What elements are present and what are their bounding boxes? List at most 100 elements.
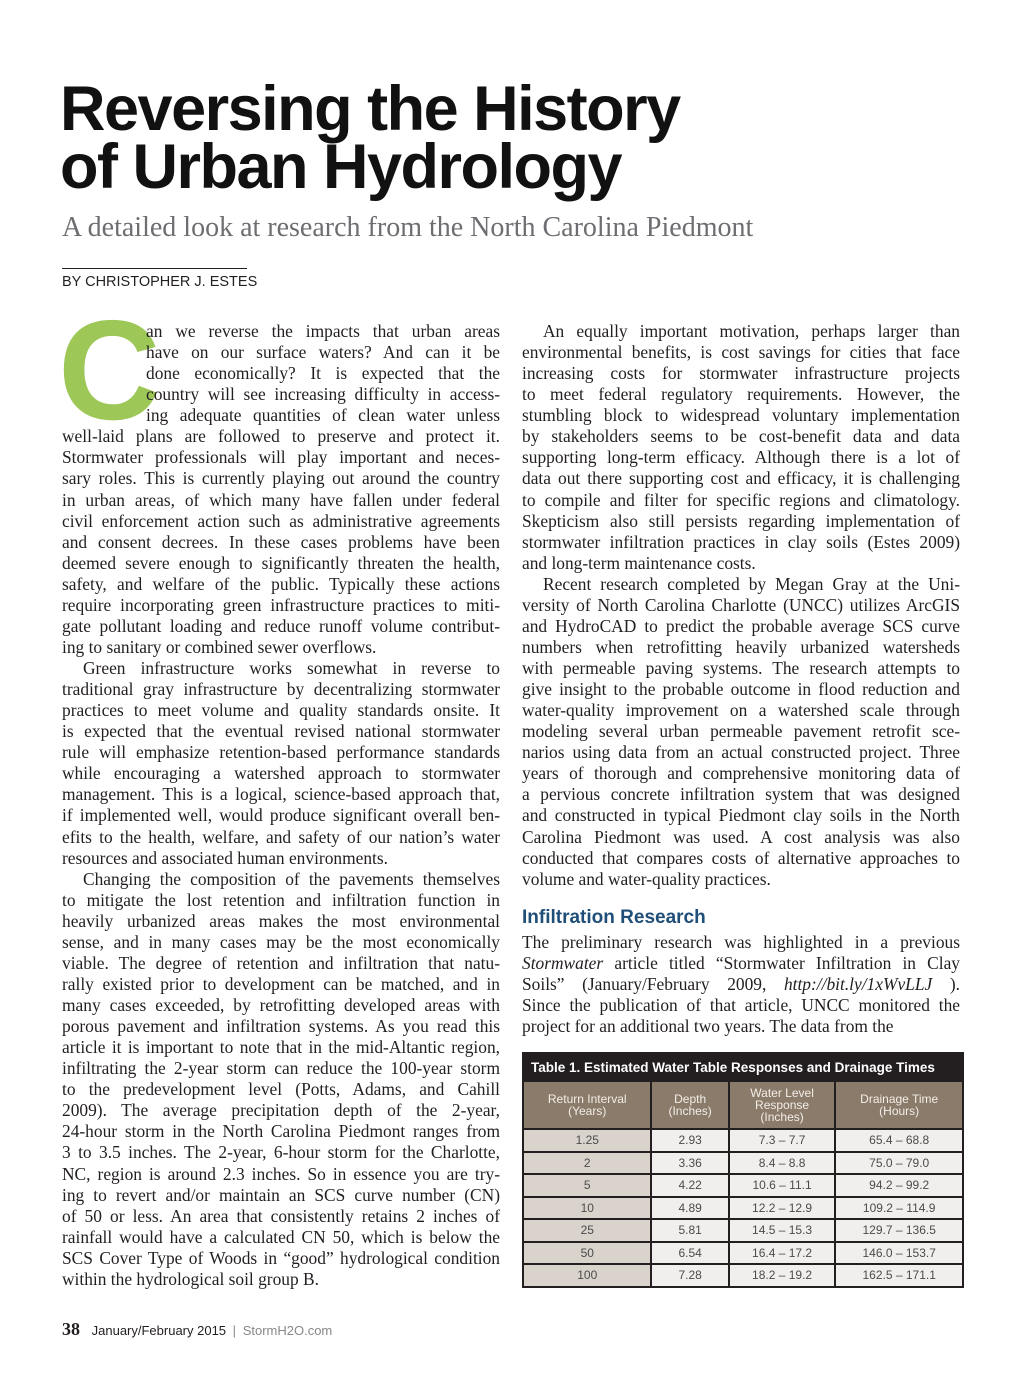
- table-cell: 65.4 – 68.8: [834, 1128, 964, 1153]
- text-line: volume and water-quality practices.: [522, 868, 771, 889]
- table-cell: 10: [521, 1195, 653, 1220]
- text-line: and constructed in typical Piedmont clay…: [522, 805, 960, 826]
- page-footer: 38 January/February 2015 | StormH2O.com: [62, 1319, 332, 1340]
- text-line: a pervious concrete infiltration system …: [522, 784, 960, 805]
- text-line: data out there supporting cost and effic…: [522, 468, 960, 489]
- column-header-text: (Inches): [760, 1110, 804, 1124]
- text-line: to mitigate the lost retention and infil…: [62, 889, 500, 910]
- text-line: The preliminary research was highlighted…: [522, 932, 960, 952]
- text-line: 3 to 3.5 inches. The 2-year, 6-hour stor…: [62, 1142, 500, 1163]
- text-line: Recent research completed by Megan Gray …: [543, 573, 960, 594]
- text-line: modeling several urban permeable pavemen…: [522, 721, 960, 742]
- text-line: NC, region is around 2.3 inches. So in e…: [62, 1163, 500, 1184]
- table-header-row: Return Interval (Years) Depth (Inches) Water…: [521, 1080, 964, 1130]
- text-line: with permeable paving systems. The resea…: [522, 658, 960, 678]
- table-row: 10 4.89 12.2 – 12.9 109.2 – 114.9: [521, 1195, 964, 1220]
- text-line: done economically? It is expected that t…: [146, 363, 500, 384]
- text-line: and long-term maintenance costs.: [522, 552, 756, 573]
- text-line: narios using data from an actual constru…: [522, 742, 960, 763]
- table-cell: 1.25: [521, 1128, 653, 1153]
- table-cell: 12.2 – 12.9: [727, 1195, 837, 1220]
- text-line: resources and associated human environme…: [62, 847, 388, 868]
- text-line: ing to sanitary or combined sewer overfl…: [62, 636, 377, 657]
- text-line: ing to revert and/or maintain an SCS cur…: [62, 1184, 500, 1205]
- column-header: Depth (Inches): [650, 1080, 730, 1130]
- text-line: numbers when retrofitting heavily urbani…: [522, 636, 960, 657]
- column-header: Return Interval (Years): [521, 1080, 653, 1130]
- table-cell: 3.36: [650, 1150, 730, 1175]
- text-line: project for an additional two years. The…: [522, 1016, 894, 1037]
- table-cell: 109.2 – 114.9: [834, 1195, 964, 1220]
- table-cell: 100: [521, 1263, 653, 1288]
- column-header-text: Depth: [674, 1092, 707, 1106]
- text-line: viable. The degree of retention and infi…: [62, 952, 500, 973]
- text-span: ).: [932, 974, 960, 995]
- website: StormH2O.com: [242, 1323, 333, 1338]
- table-title: Table 1. Estimated Water Table Responses…: [522, 1052, 964, 1082]
- table-cell: 50: [521, 1240, 653, 1265]
- column-header-text: Water Level: [750, 1086, 814, 1100]
- text-line: in urban areas, of which many have falle…: [62, 489, 500, 510]
- footer-separator: |: [232, 1323, 237, 1338]
- text-line: traditional gray infrastructure by decen…: [62, 679, 500, 700]
- text-line: Changing the composition of the pavement…: [83, 868, 500, 889]
- byline: BY CHRISTOPHER J. ESTES: [62, 274, 258, 290]
- text-line: an we reverse the impacts that urban are…: [146, 321, 500, 341]
- text-line: porous pavement and infiltration systems…: [62, 1016, 500, 1037]
- text-line: water-quality improvement on a watershed…: [522, 700, 960, 721]
- text-line: well-laid plans are followed to preserve…: [62, 426, 500, 447]
- text-line: Stormwater professionals will play impor…: [62, 447, 500, 468]
- section-body: The preliminary research was highlighted…: [522, 932, 960, 1037]
- table-cell: 4.89: [650, 1195, 730, 1220]
- article-title: Reversing the History of Urban Hydrology: [60, 78, 681, 199]
- text-line: country will see increasing difficulty i…: [146, 384, 500, 405]
- table-cell: 162.5 – 171.1: [834, 1263, 964, 1288]
- text-line: stumbling block to widespread voluntary …: [522, 405, 960, 426]
- table-cell: 16.4 – 17.2: [727, 1240, 837, 1265]
- text-line: article it is important to note that in …: [62, 1037, 500, 1058]
- table-cell: 8.4 – 8.8: [727, 1150, 837, 1175]
- column-header-text: Response: [755, 1098, 810, 1112]
- text-line: to the predevelopment level (Potts, Adam…: [62, 1079, 500, 1100]
- left-column: an we reverse the impacts that urban are…: [62, 321, 500, 1290]
- column-header-text: (Years): [568, 1104, 607, 1118]
- text-line: stormwater infiltration practices in cla…: [522, 531, 960, 552]
- right-column: An equally important motivation, perhaps…: [522, 321, 960, 890]
- text-line: infiltrating the 2-year storm can reduce…: [62, 1058, 500, 1079]
- text-line: rally existed prior to development can b…: [62, 973, 500, 994]
- text-line: efits to the health, welfare, and safety…: [62, 826, 500, 847]
- text-line: practices to meet volume and quality sta…: [62, 700, 500, 721]
- table-cell: 5: [521, 1173, 653, 1198]
- table-cell: 6.54: [650, 1240, 730, 1265]
- article-link[interactable]: http://bit.ly/1xWvLLJ: [783, 974, 933, 995]
- table-cell: 129.7 – 136.5: [834, 1218, 964, 1243]
- table-cell: 146.0 – 153.7: [834, 1240, 964, 1265]
- text-line: deemed severe enough to significantly th…: [62, 552, 500, 573]
- table-cell: 94.2 – 99.2: [834, 1173, 964, 1198]
- text-line: conducted that compares costs of alterna…: [522, 847, 960, 868]
- text-line: safety, and welfare of the public. Typic…: [62, 573, 500, 594]
- text-line: management. This is a logical, science-b…: [62, 784, 500, 805]
- text-line: increasing costs for stormwater infrastr…: [522, 363, 960, 384]
- text-line: 24-hour storm in the North Carolina Pied…: [62, 1121, 500, 1142]
- text-line: heavily urbanized areas makes the most e…: [62, 910, 500, 931]
- text-line: have on our surface waters? And can it b…: [146, 342, 500, 363]
- page-number: 38: [62, 1319, 80, 1339]
- text-line: Carolina Piedmont was used. A cost analy…: [522, 826, 960, 847]
- text-line: is expected that the eventual revised na…: [62, 721, 500, 742]
- table-cell: 2.93: [650, 1128, 730, 1153]
- text-line: and consent decrees. In these cases prob…: [62, 531, 500, 552]
- text-line: and HydroCAD to predict the probable ave…: [522, 615, 960, 636]
- text-line: rainfall would have a calculated CN 50, …: [62, 1226, 500, 1247]
- byline-rule: [62, 268, 247, 269]
- text-line: within the hydrological soil group B.: [62, 1268, 319, 1289]
- issue-date: January/February 2015: [91, 1323, 227, 1338]
- text-line: SCS Cover Type of Woods in “good” hydrol…: [62, 1247, 500, 1268]
- text-line: require incorporating green infrastructu…: [62, 594, 500, 615]
- text-line: civil enforcement action such as adminis…: [62, 510, 500, 531]
- table-cell: 14.5 – 15.3: [727, 1218, 837, 1243]
- article-subtitle: A detailed look at research from the Nor…: [62, 212, 754, 243]
- text-line: versity of North Carolina Charlotte (UNC…: [522, 594, 960, 615]
- table-row: 100 7.28 18.2 – 19.2 162.5 – 171.1: [521, 1263, 964, 1288]
- text-line: of 50 or less. An area that consistently…: [62, 1205, 500, 1226]
